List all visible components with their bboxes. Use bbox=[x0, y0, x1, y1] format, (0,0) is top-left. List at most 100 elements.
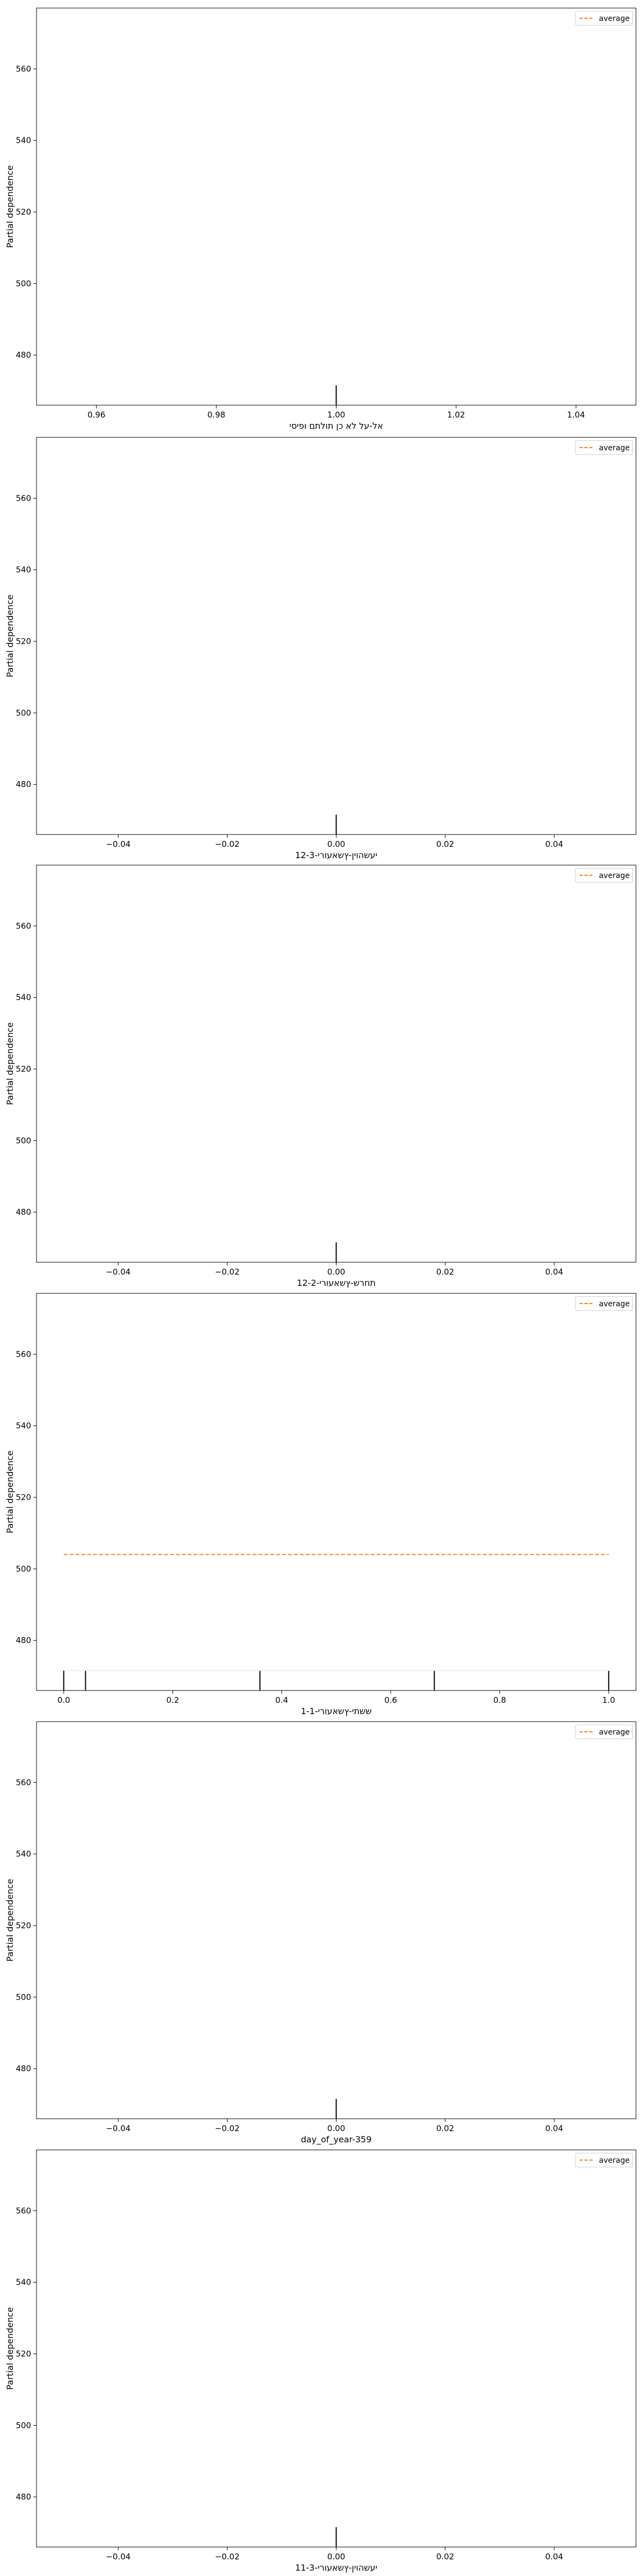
y-tick-label: 480 bbox=[16, 2064, 31, 2074]
x-tick-label: 0.02 bbox=[436, 2552, 454, 2562]
legend-label: average bbox=[599, 872, 630, 880]
y-tick-label: 520 bbox=[16, 636, 31, 646]
x-axis-title: day_of_year-359 bbox=[301, 2134, 372, 2145]
y-tick-label: 500 bbox=[16, 2420, 31, 2430]
x-tick-label: 0.8 bbox=[493, 1695, 506, 1705]
subplot-1: 480 500 520 540 560 0.96 0.98 1.00 1.02 1.04 אל-על… bbox=[5, 8, 636, 431]
subplot-6: 480 500 520 540 560 −0.04 −0.02 0.00 0.02 0.04 יעש… bbox=[5, 2149, 636, 2573]
x-tick-label: −0.02 bbox=[215, 2552, 239, 2562]
y-tick-label: 500 bbox=[16, 1564, 31, 1574]
y-tick-label: 520 bbox=[16, 1064, 31, 1074]
legend: average bbox=[575, 868, 633, 883]
subplot-4: 480 500 520 540 560 0.0 0.2 0.4 0.6 0.8 1.0 ששתי-ץש… bbox=[5, 1293, 636, 1716]
legend-box bbox=[575, 11, 633, 26]
legend: average bbox=[575, 2153, 633, 2168]
x-tick-label: 0.98 bbox=[207, 410, 225, 420]
axes-frame bbox=[36, 437, 636, 835]
x-tick-label: 0.2 bbox=[166, 1695, 179, 1705]
legend: average bbox=[575, 1296, 633, 1311]
legend-box bbox=[575, 1296, 633, 1311]
x-tick-label: −0.04 bbox=[106, 2552, 130, 2562]
legend: average bbox=[575, 1724, 633, 1739]
x-axis-title: יעשהוין-ץשאעורי-12-3 bbox=[295, 850, 377, 860]
y-axis-title: Partial dependence bbox=[5, 1022, 15, 1105]
x-tick-label: −0.04 bbox=[106, 1267, 130, 1277]
x-tick-label: 1.0 bbox=[602, 1695, 615, 1705]
subplot-2: 480 500 520 540 560 −0.04 −0.02 0.00 0.02 0.04 יעש… bbox=[5, 437, 636, 860]
legend-box bbox=[575, 440, 633, 455]
axes-frame bbox=[36, 865, 636, 1263]
subplot-3: 480 500 520 540 560 −0.04 −0.02 0.00 0.02 0.04 תחר… bbox=[5, 865, 636, 1288]
y-tick-label: 520 bbox=[16, 2349, 31, 2359]
x-tick-label: 0.6 bbox=[384, 1695, 397, 1705]
x-tick-label: 1.04 bbox=[567, 410, 585, 420]
y-tick-label: 520 bbox=[16, 1921, 31, 1930]
y-tick-label: 560 bbox=[16, 493, 31, 503]
y-tick-label: 540 bbox=[16, 1849, 31, 1859]
legend: average bbox=[575, 11, 633, 26]
y-tick-label: 560 bbox=[16, 1349, 31, 1359]
y-tick-label: 540 bbox=[16, 993, 31, 1002]
subplot-5: 480 500 520 540 560 −0.04 −0.02 0.00 0.02 0.04 day… bbox=[5, 1721, 636, 2145]
y-tick-label: 560 bbox=[16, 64, 31, 74]
x-tick-label: 0.04 bbox=[545, 2124, 563, 2133]
y-tick-label: 540 bbox=[16, 2278, 31, 2287]
x-tick-label: −0.02 bbox=[215, 839, 239, 849]
legend-box bbox=[575, 2153, 633, 2168]
y-tick-label: 560 bbox=[16, 1777, 31, 1787]
legend-label: average bbox=[599, 444, 630, 452]
legend-label: average bbox=[599, 14, 630, 23]
y-tick-label: 480 bbox=[16, 1636, 31, 1645]
legend-box bbox=[575, 868, 633, 883]
x-tick-label: 1.00 bbox=[327, 410, 345, 420]
x-tick-label: 0.00 bbox=[327, 839, 345, 849]
x-tick-label: 0.00 bbox=[327, 2552, 345, 2562]
x-tick-label: 0.0 bbox=[57, 1695, 70, 1705]
y-tick-label: 480 bbox=[16, 350, 31, 360]
x-tick-label: 0.02 bbox=[436, 1267, 454, 1277]
x-axis-title: ששתי-ץשאעורי-1-1 bbox=[301, 1706, 371, 1716]
y-tick-label: 560 bbox=[16, 2206, 31, 2215]
y-tick-label: 500 bbox=[16, 1992, 31, 2002]
x-tick-label: −0.04 bbox=[106, 2124, 130, 2133]
y-axis-title: Partial dependence bbox=[5, 165, 15, 248]
legend-box bbox=[575, 1724, 633, 1739]
legend-label: average bbox=[599, 1728, 630, 1737]
x-tick-label: 0.04 bbox=[545, 1267, 563, 1277]
y-axis-title: Partial dependence bbox=[5, 2307, 15, 2390]
axes-frame bbox=[36, 2149, 636, 2548]
y-tick-label: 500 bbox=[16, 1136, 31, 1145]
legend-label: average bbox=[599, 2156, 630, 2165]
x-tick-label: 0.04 bbox=[545, 839, 563, 849]
x-tick-label: 0.4 bbox=[275, 1695, 288, 1705]
y-tick-label: 520 bbox=[16, 207, 31, 217]
x-tick-label: −0.02 bbox=[215, 1267, 239, 1277]
x-axis-title: יעשהוין-ץשאעורי-11-3 bbox=[295, 2563, 377, 2573]
x-tick-label: −0.04 bbox=[106, 839, 130, 849]
x-tick-label: 0.02 bbox=[436, 839, 454, 849]
y-tick-label: 480 bbox=[16, 780, 31, 789]
y-tick-label: 540 bbox=[16, 136, 31, 145]
x-tick-label: −0.02 bbox=[215, 2124, 239, 2133]
x-tick-label: 0.04 bbox=[545, 2552, 563, 2562]
legend-label: average bbox=[599, 1300, 630, 1308]
x-tick-label: 0.96 bbox=[87, 410, 105, 420]
axes-frame bbox=[36, 1293, 636, 1691]
y-tick-label: 480 bbox=[16, 1208, 31, 1217]
y-tick-label: 480 bbox=[16, 2492, 31, 2502]
y-tick-label: 560 bbox=[16, 921, 31, 931]
legend: average bbox=[575, 440, 633, 455]
y-tick-label: 500 bbox=[16, 708, 31, 718]
axes-frame bbox=[36, 1721, 636, 2119]
y-tick-label: 540 bbox=[16, 565, 31, 575]
x-tick-label: 0.02 bbox=[436, 2124, 454, 2133]
x-tick-label: 0.00 bbox=[327, 2124, 345, 2133]
x-axis-title: אל-על לא כן תולתם ופיסי bbox=[289, 421, 383, 431]
y-axis-title: Partial dependence bbox=[5, 1451, 15, 1533]
y-axis-title: Partial dependence bbox=[5, 595, 15, 677]
y-tick-label: 500 bbox=[16, 279, 31, 288]
x-tick-label: 1.02 bbox=[447, 410, 465, 420]
x-axis-title: תחרש-ץשאעורי-12-2 bbox=[297, 1278, 376, 1288]
y-tick-label: 540 bbox=[16, 1421, 31, 1431]
